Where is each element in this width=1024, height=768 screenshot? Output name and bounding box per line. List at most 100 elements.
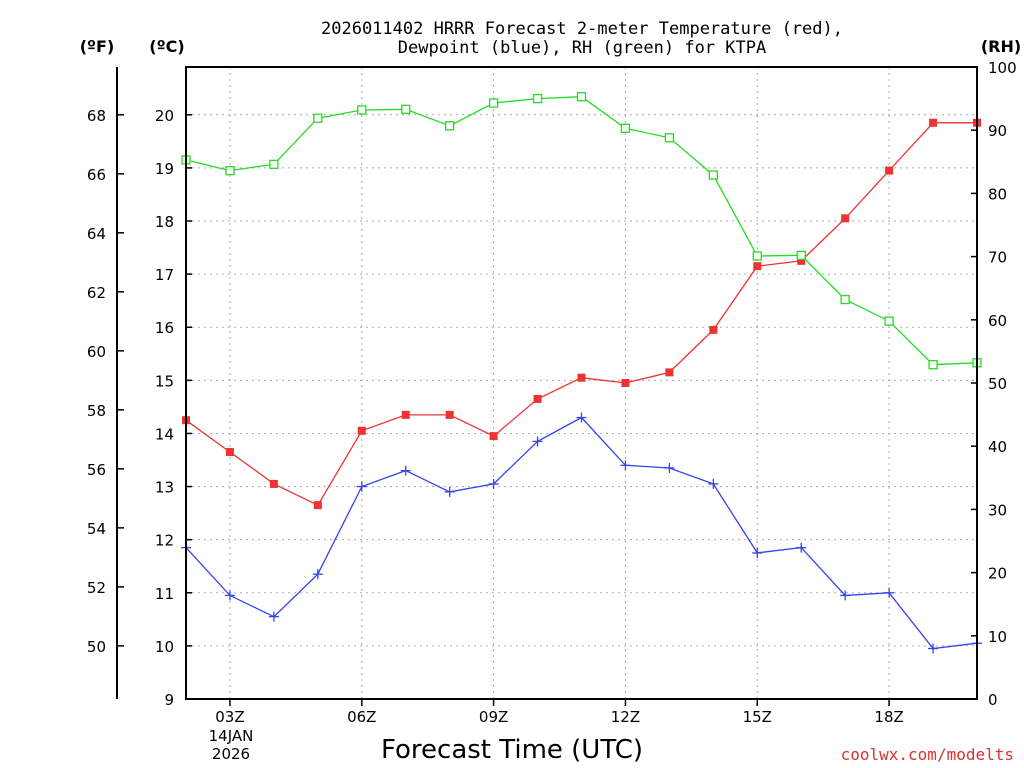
fahrenheit-axis-label: (ºF): [80, 37, 115, 56]
rh-tick-label: 30: [988, 501, 1007, 519]
dewpoint-point: [576, 412, 587, 423]
time-tick-label: 12Z: [611, 708, 640, 726]
dewpoint-point: [488, 478, 499, 489]
dewpoint-line: [185, 416, 978, 650]
temperature-line: [185, 122, 977, 507]
rh-tick-label: 40: [988, 438, 1007, 456]
dewpoint-point: [224, 590, 235, 601]
rh-point: [488, 98, 499, 108]
time-tick-label: 06Z: [347, 708, 376, 726]
celsius-tick-label: 15: [155, 372, 174, 390]
temperature-point: [709, 325, 718, 334]
rh-tick-label: 50: [988, 375, 1007, 393]
rh-tick-label: 90: [988, 122, 1007, 140]
rh-point: [445, 121, 455, 131]
time-tick-label: 09Z: [479, 708, 508, 726]
dewpoint-point: [532, 436, 543, 447]
dewpoint-point: [620, 460, 631, 471]
dewpoint-point: [884, 587, 895, 598]
rh-tick-label: 100: [988, 59, 1017, 77]
temperature-point: [621, 379, 630, 387]
fahrenheit-tick-label: 58: [87, 402, 106, 420]
celsius-tick-label: 13: [155, 479, 174, 497]
dewpoint-point: [796, 542, 807, 553]
temperature-point: [533, 394, 542, 403]
celsius-tick-label: 18: [155, 213, 174, 231]
rh-tick-label: 10: [988, 628, 1007, 646]
celsius-tick-label: 11: [155, 585, 174, 603]
date-label-day: 14JAN: [209, 727, 254, 745]
celsius-tick-label: 10: [155, 638, 174, 656]
rh-point: [840, 294, 850, 305]
dewpoint-point: [708, 478, 719, 489]
rh-point: [269, 159, 279, 169]
fahrenheit-tick-label: 52: [87, 579, 106, 597]
chart-title: 2026011402 HRRR Forecast 2-meter Tempera…: [321, 19, 843, 58]
celsius-tick-label: 16: [155, 319, 174, 337]
rh-line: [185, 96, 978, 366]
time-tick-label: 18Z: [874, 708, 903, 726]
credit-link[interactable]: coolwx.com/modelts: [841, 745, 1014, 764]
dewpoint-point: [400, 465, 411, 476]
series-layer: [181, 92, 982, 654]
fahrenheit-tick-label: 60: [87, 343, 106, 361]
temperature-series: [182, 118, 981, 510]
dewpoint-point: [664, 462, 675, 473]
fahrenheit-tick-label: 66: [87, 166, 106, 184]
rh-axis-label: (RH): [981, 37, 1021, 56]
time-tick-label: 15Z: [743, 708, 772, 726]
celsius-tick-label: 14: [155, 425, 174, 443]
celsius-tick-label: 12: [155, 532, 174, 550]
title-line-2: Dewpoint (blue), RH (green) for KTPA: [398, 38, 766, 58]
temperature-point: [665, 368, 674, 377]
title-line-1: 2026011402 HRRR Forecast 2-meter Tempera…: [321, 19, 843, 39]
x-axis-title: Forecast Time (UTC): [381, 735, 643, 765]
rh-point: [664, 133, 675, 143]
temperature-point: [797, 256, 806, 265]
rh-point: [532, 93, 543, 104]
temperature-point: [445, 410, 454, 419]
rh-point: [620, 123, 631, 133]
fahrenheit-tick-label: 64: [87, 225, 106, 243]
dewpoint-point: [928, 643, 939, 654]
dewpoint-point: [840, 590, 851, 601]
celsius-axis: 9 10 11 12 13 14 15 16 17 18 19 20: [155, 107, 192, 709]
grid-lines: [186, 67, 977, 699]
temperature-point: [885, 166, 894, 175]
dewpoint-point: [444, 486, 455, 497]
dewpoint-point: [356, 481, 367, 492]
temperature-point: [269, 479, 278, 488]
time-axis: 03Z 06Z 09Z 12Z 15Z 18Z: [215, 699, 904, 726]
rh-point: [708, 170, 718, 180]
temperature-point: [313, 501, 322, 510]
fahrenheit-tick-label: 62: [87, 284, 106, 302]
rh-point: [928, 360, 938, 370]
rh-axis: 0 10 20 30 40 50 60 70 80 90 100: [971, 59, 1017, 709]
fahrenheit-tick-label: 54: [87, 520, 106, 538]
celsius-tick-label: 20: [155, 107, 174, 125]
rh-point: [796, 250, 806, 260]
rh-series: [181, 92, 982, 370]
temperature-point: [841, 214, 850, 223]
dewpoint-series: [181, 412, 982, 654]
temperature-point: [357, 426, 366, 435]
rh-tick-label: 20: [988, 565, 1007, 583]
fahrenheit-tick-label: 68: [87, 107, 106, 125]
rh-point: [576, 92, 587, 102]
dewpoint-point: [268, 611, 279, 622]
date-label-year: 2026: [212, 745, 250, 763]
dewpoint-point: [312, 569, 323, 580]
plot-frame: [185, 66, 978, 700]
temperature-point: [489, 432, 498, 441]
temperature-point: [753, 262, 762, 271]
rh-point: [357, 105, 367, 115]
fahrenheit-tick-label: 50: [87, 638, 106, 656]
celsius-tick-label: 17: [155, 266, 174, 284]
rh-tick-label: 70: [988, 249, 1007, 267]
fahrenheit-tick-label: 56: [87, 461, 106, 479]
fahrenheit-axis: 50 52 54 56 58 60 62 64 66 68: [87, 67, 124, 699]
celsius-tick-label: 9: [164, 691, 174, 709]
celsius-tick-label: 19: [155, 160, 174, 178]
time-tick-label: 03Z: [215, 708, 244, 726]
